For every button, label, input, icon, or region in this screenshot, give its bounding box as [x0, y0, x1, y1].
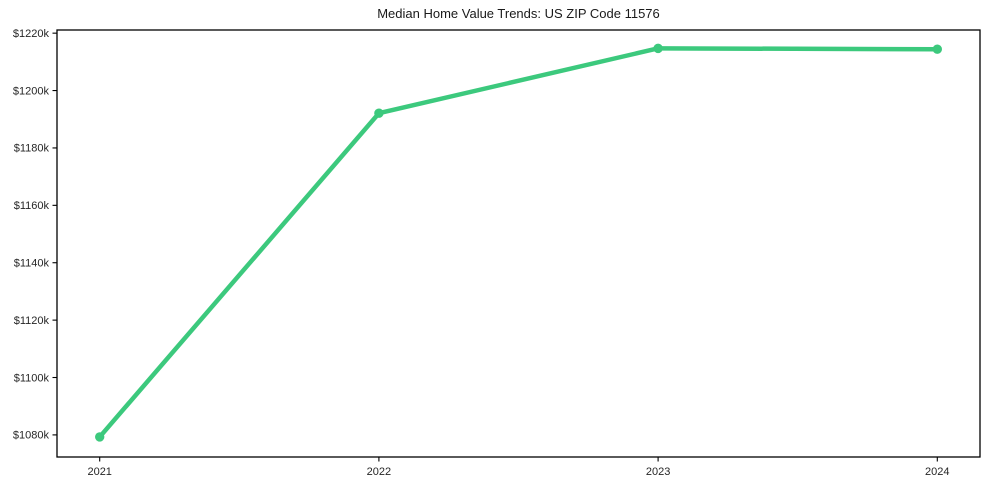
y-tick-label: $1200k — [13, 85, 50, 97]
x-tick-label: 2021 — [87, 466, 111, 478]
y-tick-label: $1160k — [14, 200, 50, 212]
y-tick-label: $1080k — [13, 430, 50, 442]
y-tick-label: $1220k — [13, 28, 50, 40]
data-point-marker — [95, 432, 105, 442]
plot-border — [56, 29, 981, 458]
x-tick-label: 2024 — [925, 466, 949, 478]
x-tick-label: 2023 — [646, 466, 670, 478]
y-tick-label: $1120k — [14, 315, 50, 327]
chart-title: Median Home Value Trends: US ZIP Code 11… — [377, 6, 660, 21]
y-tick-label: $1140k — [14, 258, 50, 270]
data-point-marker — [932, 44, 942, 54]
data-point-marker — [653, 43, 663, 54]
trend-line — [97, 46, 940, 440]
y-tick-label: $1180k — [14, 143, 50, 155]
x-tick-label: 2022 — [367, 466, 391, 478]
data-point-marker — [374, 108, 384, 118]
y-tick-label: $1100k — [14, 372, 50, 384]
